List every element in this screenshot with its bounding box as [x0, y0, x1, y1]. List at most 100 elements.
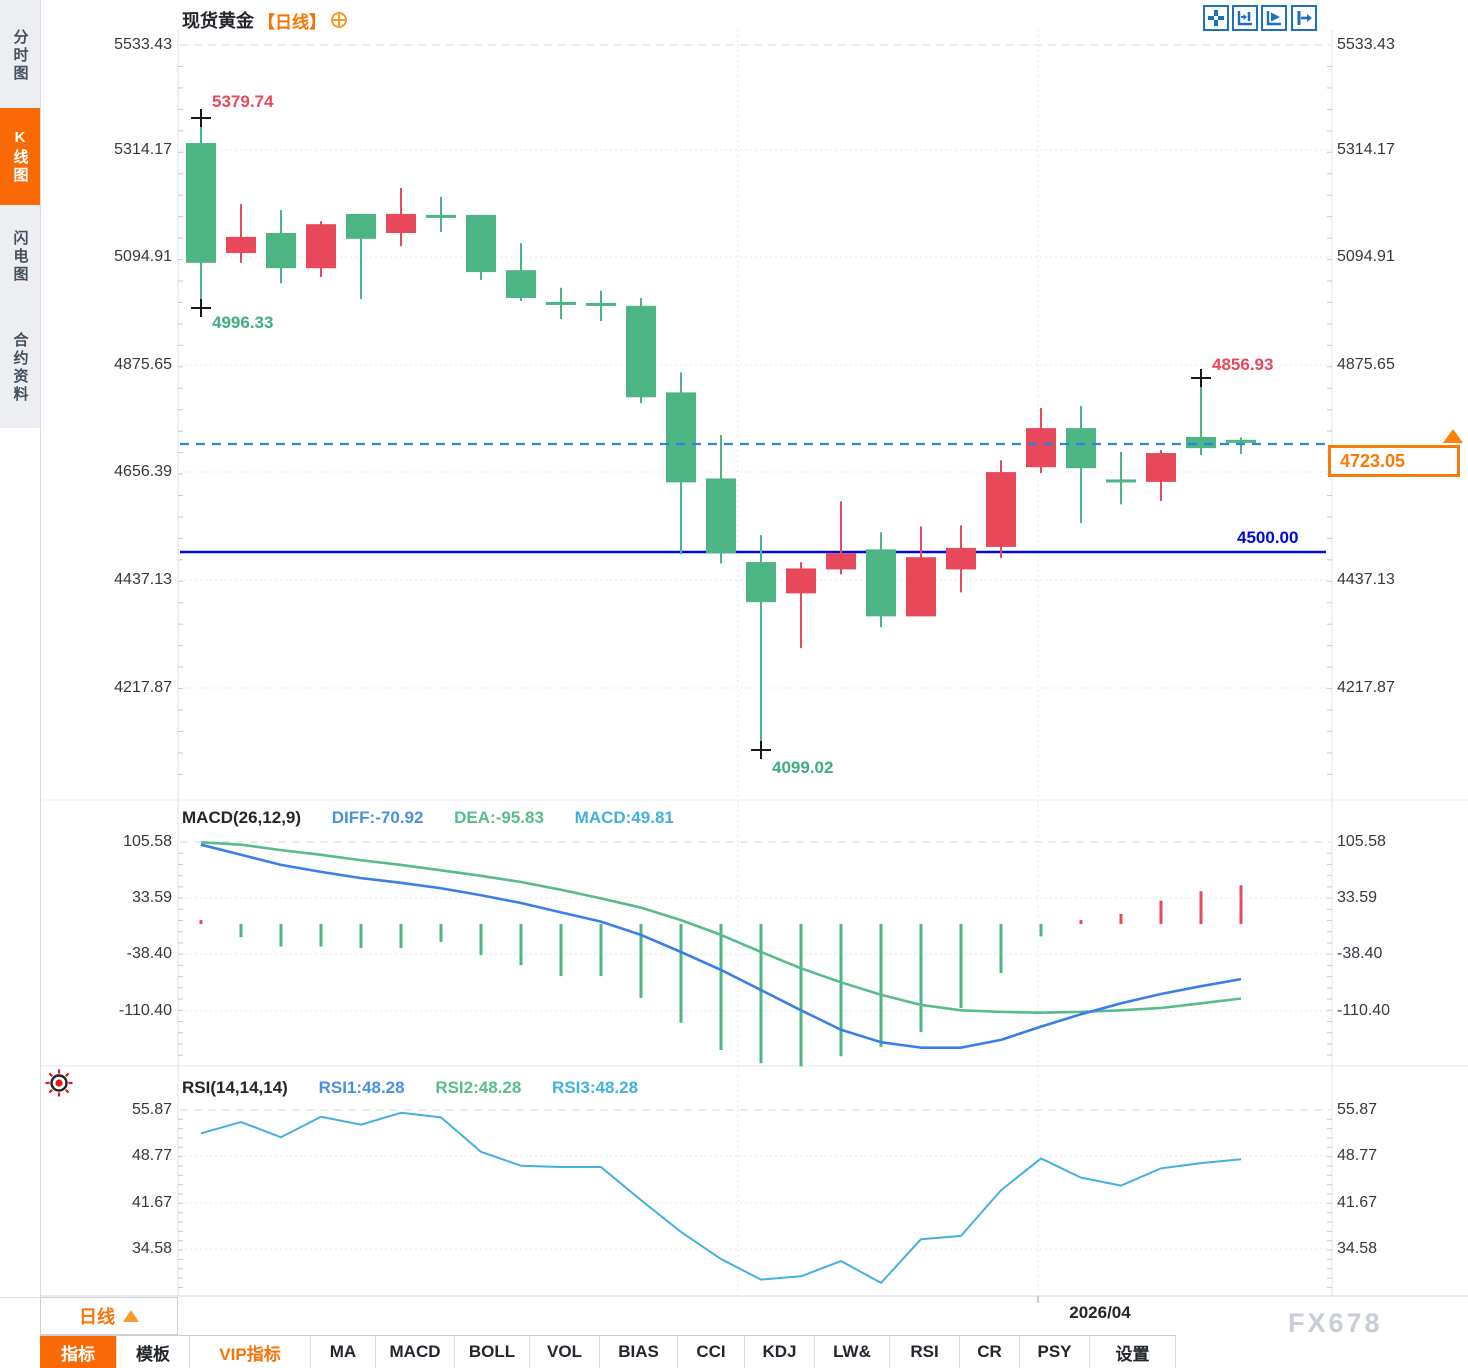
toolbar-button-CCI[interactable]: CCI	[678, 1336, 745, 1368]
annotation-first-low: 4996.33	[212, 313, 274, 332]
crosshair-target-icon[interactable]	[330, 11, 348, 29]
candle-body	[586, 302, 616, 306]
sidebar-item-4[interactable]: 合约资料	[11, 331, 29, 404]
macd-dea-line	[200, 841, 1242, 1014]
sidebar-item-1[interactable]: 分时图	[11, 28, 29, 83]
toolbar-button-指标[interactable]: 指标	[40, 1336, 117, 1368]
candle-body	[906, 557, 936, 617]
rsi-axis-label-left: 55.87	[131, 1101, 172, 1118]
annotation-support-level: 4500.00	[1237, 528, 1299, 547]
rsi1-value: RSI1:48.28	[318, 1078, 405, 1097]
rsi3-value: RSI3:48.28	[552, 1078, 639, 1097]
rsi-line	[200, 1111, 1242, 1284]
price-axis-label-left: 4217.87	[114, 679, 172, 696]
candle-body	[1106, 479, 1136, 483]
candle-body	[666, 392, 696, 483]
annotation-swing-low: 4099.02	[772, 758, 834, 777]
move-crosshair-glyph	[1208, 10, 1224, 26]
candle-body	[546, 301, 576, 305]
go-to-latest-icon[interactable]	[1291, 5, 1317, 31]
rsi-title: RSI(14,14,14)	[182, 1078, 288, 1097]
fit-horizontal-glyph	[1237, 11, 1252, 26]
candle-body	[626, 305, 656, 398]
candle-body	[466, 214, 496, 273]
price-axis-label-right: 4217.87	[1337, 679, 1395, 696]
toolbar-button-VIP指标[interactable]: VIP指标	[190, 1336, 311, 1368]
sidebar: 分时图 K线图闪电图合约资料	[0, 0, 40, 428]
candle-body	[346, 213, 376, 239]
play-forward-icon[interactable]	[1261, 5, 1287, 31]
sidebar-item-2[interactable]: K线图	[0, 108, 40, 205]
move-crosshair-icon[interactable]	[1203, 5, 1229, 31]
price-axis-label-left: 4875.65	[114, 356, 172, 373]
candle-body	[506, 270, 536, 299]
fit-horizontal-icon[interactable]	[1232, 5, 1258, 31]
macd-axis-label-right: -38.40	[1337, 945, 1383, 962]
toolbar-button-BIAS[interactable]: BIAS	[600, 1336, 678, 1368]
sidebar-item-3[interactable]: 闪电图	[11, 230, 29, 284]
toolbar-button-BOLL[interactable]: BOLL	[455, 1336, 530, 1368]
candle-body	[1186, 436, 1216, 449]
annotation-swing-high: 5379.74	[212, 92, 274, 111]
toolbar-button-设置[interactable]: 设置	[1090, 1336, 1176, 1368]
price-axis-label-right: 5094.91	[1337, 248, 1395, 265]
toolbar-button-KDJ[interactable]: KDJ	[745, 1336, 815, 1368]
toolbar-button-MA[interactable]: MA	[311, 1336, 376, 1368]
macd-value: MACD:49.81	[574, 808, 674, 827]
chart-header: 现货黄金 【日线】	[182, 8, 348, 32]
macd-title: MACD(26,12,9)	[182, 808, 302, 827]
candle-body	[1026, 428, 1056, 468]
timeframe-selector[interactable]: 日线	[40, 1297, 178, 1335]
bottom-left-corner	[0, 1297, 39, 1368]
rsi-axis-label-right: 48.77	[1337, 1147, 1378, 1164]
price-axis-label-right: 4875.65	[1337, 356, 1395, 373]
toolbar-button-LW&[interactable]: LW&	[815, 1336, 890, 1368]
rsi-axis-label-right: 34.58	[1337, 1240, 1378, 1257]
current-price-arrow-icon	[1443, 429, 1463, 443]
toolbar-button-PSY[interactable]: PSY	[1020, 1336, 1090, 1368]
candle-body	[866, 549, 896, 617]
toolbar-button-MACD[interactable]: MACD	[376, 1336, 455, 1368]
rsi-header: RSI(14,14,14) RSI1:48.28 RSI2:48.28 RSI3…	[182, 1078, 664, 1098]
macd-diff-line	[200, 843, 1242, 1049]
macd-axis-label-right: -110.40	[1337, 1002, 1391, 1019]
price-axis-label-left: 5314.17	[114, 141, 172, 158]
current-price-box: 4723.05	[1328, 445, 1460, 477]
candle-body	[386, 213, 416, 233]
macd-axis-label-left: 33.59	[131, 889, 172, 906]
annotation-recent-high: 4856.93	[1212, 355, 1274, 374]
candle-body	[946, 547, 976, 570]
macd-diff-value: DIFF:-70.92	[331, 808, 424, 827]
x-axis-date-label: 2026/04	[1069, 1303, 1131, 1322]
candle-body	[266, 232, 296, 269]
toolbar-button-CR[interactable]: CR	[960, 1336, 1020, 1368]
sidebar-divider	[40, 0, 41, 1368]
macd-axis-label-right: 105.58	[1337, 833, 1386, 850]
candle-body	[226, 236, 256, 254]
rsi-axis-label-left: 48.77	[131, 1147, 172, 1164]
candle-body	[826, 553, 856, 570]
price-axis-label-left: 4656.39	[114, 463, 172, 480]
macd-header: MACD(26,12,9) DIFF:-70.92 DEA:-95.83 MAC…	[182, 808, 700, 828]
candle-body	[306, 224, 336, 269]
rsi2-value: RSI2:48.28	[435, 1078, 522, 1097]
triangle-up-icon	[123, 1310, 139, 1322]
rsi-axis-label-left: 41.67	[131, 1194, 172, 1211]
go-to-latest-glyph	[1297, 11, 1312, 25]
price-axis-label-left: 5533.43	[114, 36, 172, 53]
candle-body	[786, 568, 816, 594]
instrument-title: 现货黄金	[182, 11, 254, 31]
price-axis-label-right: 5314.17	[1337, 141, 1395, 158]
toolbar-button-模板[interactable]: 模板	[117, 1336, 190, 1368]
timeframe-tag: 【日线】	[258, 12, 326, 32]
toolbar-button-RSI[interactable]: RSI	[890, 1336, 960, 1368]
macd-dea-value: DEA:-95.83	[454, 808, 544, 827]
toolbar-button-VOL[interactable]: VOL	[530, 1336, 600, 1368]
indicator-settings-sun-icon[interactable]	[44, 1068, 74, 1098]
timeframe-label: 日线	[79, 1307, 115, 1327]
rsi-axis-label-right: 55.87	[1337, 1101, 1378, 1118]
candle-body	[986, 472, 1016, 547]
macd-axis-label-left: 105.58	[123, 833, 172, 850]
